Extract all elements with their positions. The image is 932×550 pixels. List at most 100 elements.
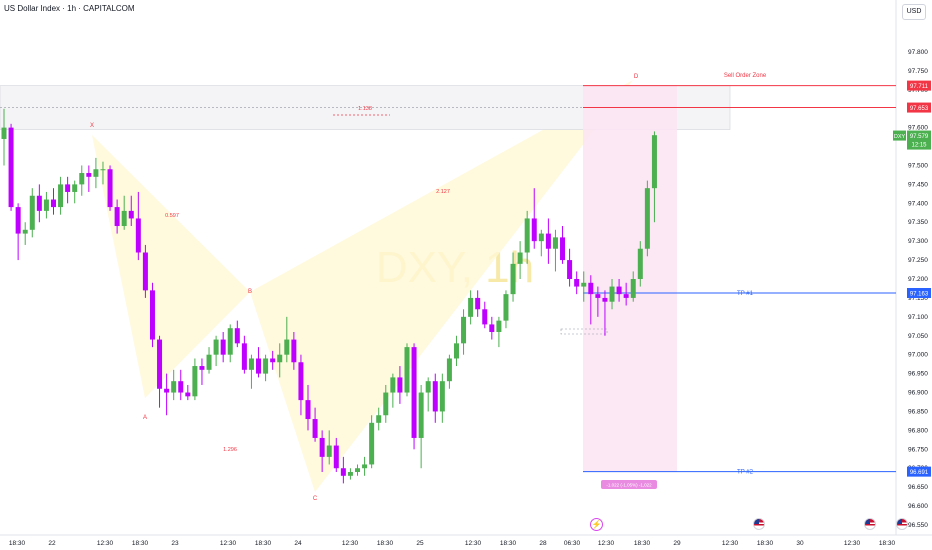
pattern-point-c: C <box>313 496 318 502</box>
candle-body <box>277 354 283 363</box>
pattern-point-x: X <box>90 123 94 129</box>
x-tick-label: 12:30 <box>465 540 482 547</box>
candle-body <box>93 169 99 177</box>
candle-body <box>305 400 311 420</box>
candle-body <box>432 381 438 412</box>
x-tick-label: 29 <box>673 540 681 547</box>
x-tick-label: 12:30 <box>97 540 114 547</box>
candle-body <box>50 199 56 208</box>
y-tick-label: 97.250 <box>908 257 928 264</box>
candle-body <box>79 173 85 185</box>
x-tick-label: 12:30 <box>220 540 237 547</box>
price-value: 96.691 <box>910 470 929 476</box>
candle-body <box>531 218 537 242</box>
x-tick-label: 18:30 <box>9 540 26 547</box>
candle-body <box>107 169 113 208</box>
candle-body <box>142 252 148 291</box>
candle-body <box>284 339 290 355</box>
candle-body <box>234 328 240 344</box>
candle-body <box>58 184 64 208</box>
candle-body <box>482 309 488 325</box>
y-tick-label: 97.400 <box>908 200 928 207</box>
y-tick-label: 96.950 <box>908 371 928 378</box>
candle-body <box>164 388 170 393</box>
price-value: 97.711 <box>910 84 929 90</box>
x-tick-label: 06:30 <box>564 540 581 547</box>
candle-body <box>22 229 28 234</box>
candle-body <box>567 260 573 279</box>
measure-label: -1.022 (-1.05%) -1,022 <box>606 483 652 488</box>
y-tick-label: 96.650 <box>908 484 928 491</box>
candle-body <box>15 207 21 234</box>
candle-body <box>206 354 212 370</box>
candle-body <box>185 392 191 397</box>
x-tick-label: 28 <box>539 540 547 547</box>
y-tick-label: 97.500 <box>908 162 928 169</box>
candle-body <box>651 135 657 189</box>
y-tick-label: 97.800 <box>908 49 928 56</box>
candle-body <box>637 248 643 279</box>
candle-body <box>489 324 495 332</box>
y-tick-label: 96.800 <box>908 427 928 434</box>
currency-button[interactable]: USD <box>902 4 926 20</box>
x-tick-label: 12:30 <box>342 540 359 547</box>
y-tick-label: 96.550 <box>908 522 928 529</box>
x-tick-label: 24 <box>294 540 302 547</box>
ratio-label: 0.597 <box>165 213 179 219</box>
tp1-label: TP #1 <box>737 291 754 297</box>
candle-body <box>461 316 467 344</box>
candle-body <box>241 343 247 370</box>
x-tick-label: 12:30 <box>598 540 615 547</box>
pattern-point-d: D <box>634 74 639 80</box>
price-badge <box>907 130 931 150</box>
candle-body <box>503 294 509 321</box>
candle-body <box>595 294 601 298</box>
price-badge <box>907 80 931 91</box>
y-tick-label: 97.000 <box>908 352 928 359</box>
price-badge <box>907 466 931 477</box>
y-tick-label: 97.300 <box>908 238 928 245</box>
candle-body <box>157 339 163 389</box>
y-tick-label: 96.750 <box>908 446 928 453</box>
candle-body <box>65 184 71 192</box>
us-flag-icon[interactable] <box>864 518 876 530</box>
candle-body <box>340 468 346 476</box>
pattern-point-b: B <box>248 289 252 295</box>
candle-body <box>574 279 580 287</box>
y-tick-label: 97.150 <box>908 295 928 302</box>
candle-body <box>630 279 636 298</box>
y-tick-label: 97.200 <box>908 276 928 283</box>
candle-body <box>609 286 615 302</box>
candle-body <box>496 320 502 332</box>
us-flag-icon[interactable] <box>896 518 908 530</box>
candle-body <box>312 419 318 438</box>
candle-body <box>355 468 360 473</box>
candle-body <box>644 188 650 249</box>
candle-body <box>178 381 184 393</box>
candle-body <box>43 199 49 211</box>
y-tick-label: 97.750 <box>908 68 928 75</box>
candle-body <box>333 445 339 469</box>
candle-body <box>411 347 417 438</box>
candle-body <box>326 445 332 457</box>
candle-body <box>376 415 382 423</box>
candle-body <box>29 195 35 230</box>
candle-body <box>86 173 92 177</box>
candle-body <box>291 339 297 363</box>
x-tick-label: 23 <box>171 540 179 547</box>
candle-body <box>36 195 42 211</box>
price-value: 97.653 <box>910 106 929 112</box>
candle-body <box>453 343 459 359</box>
x-tick-label: 30 <box>796 540 804 547</box>
sell-zone-label: Sell Order Zone <box>724 73 767 79</box>
us-flag-icon[interactable] <box>753 518 765 530</box>
candle-body <box>524 218 530 253</box>
candle-body <box>538 233 544 242</box>
y-tick-label: 97.600 <box>908 125 928 132</box>
candle-body <box>383 392 389 416</box>
x-tick-label: 18:30 <box>634 540 651 547</box>
flash-icon[interactable]: ⚡ <box>590 518 603 531</box>
price-badge <box>907 288 931 299</box>
pattern-xab-triangle <box>92 135 250 398</box>
